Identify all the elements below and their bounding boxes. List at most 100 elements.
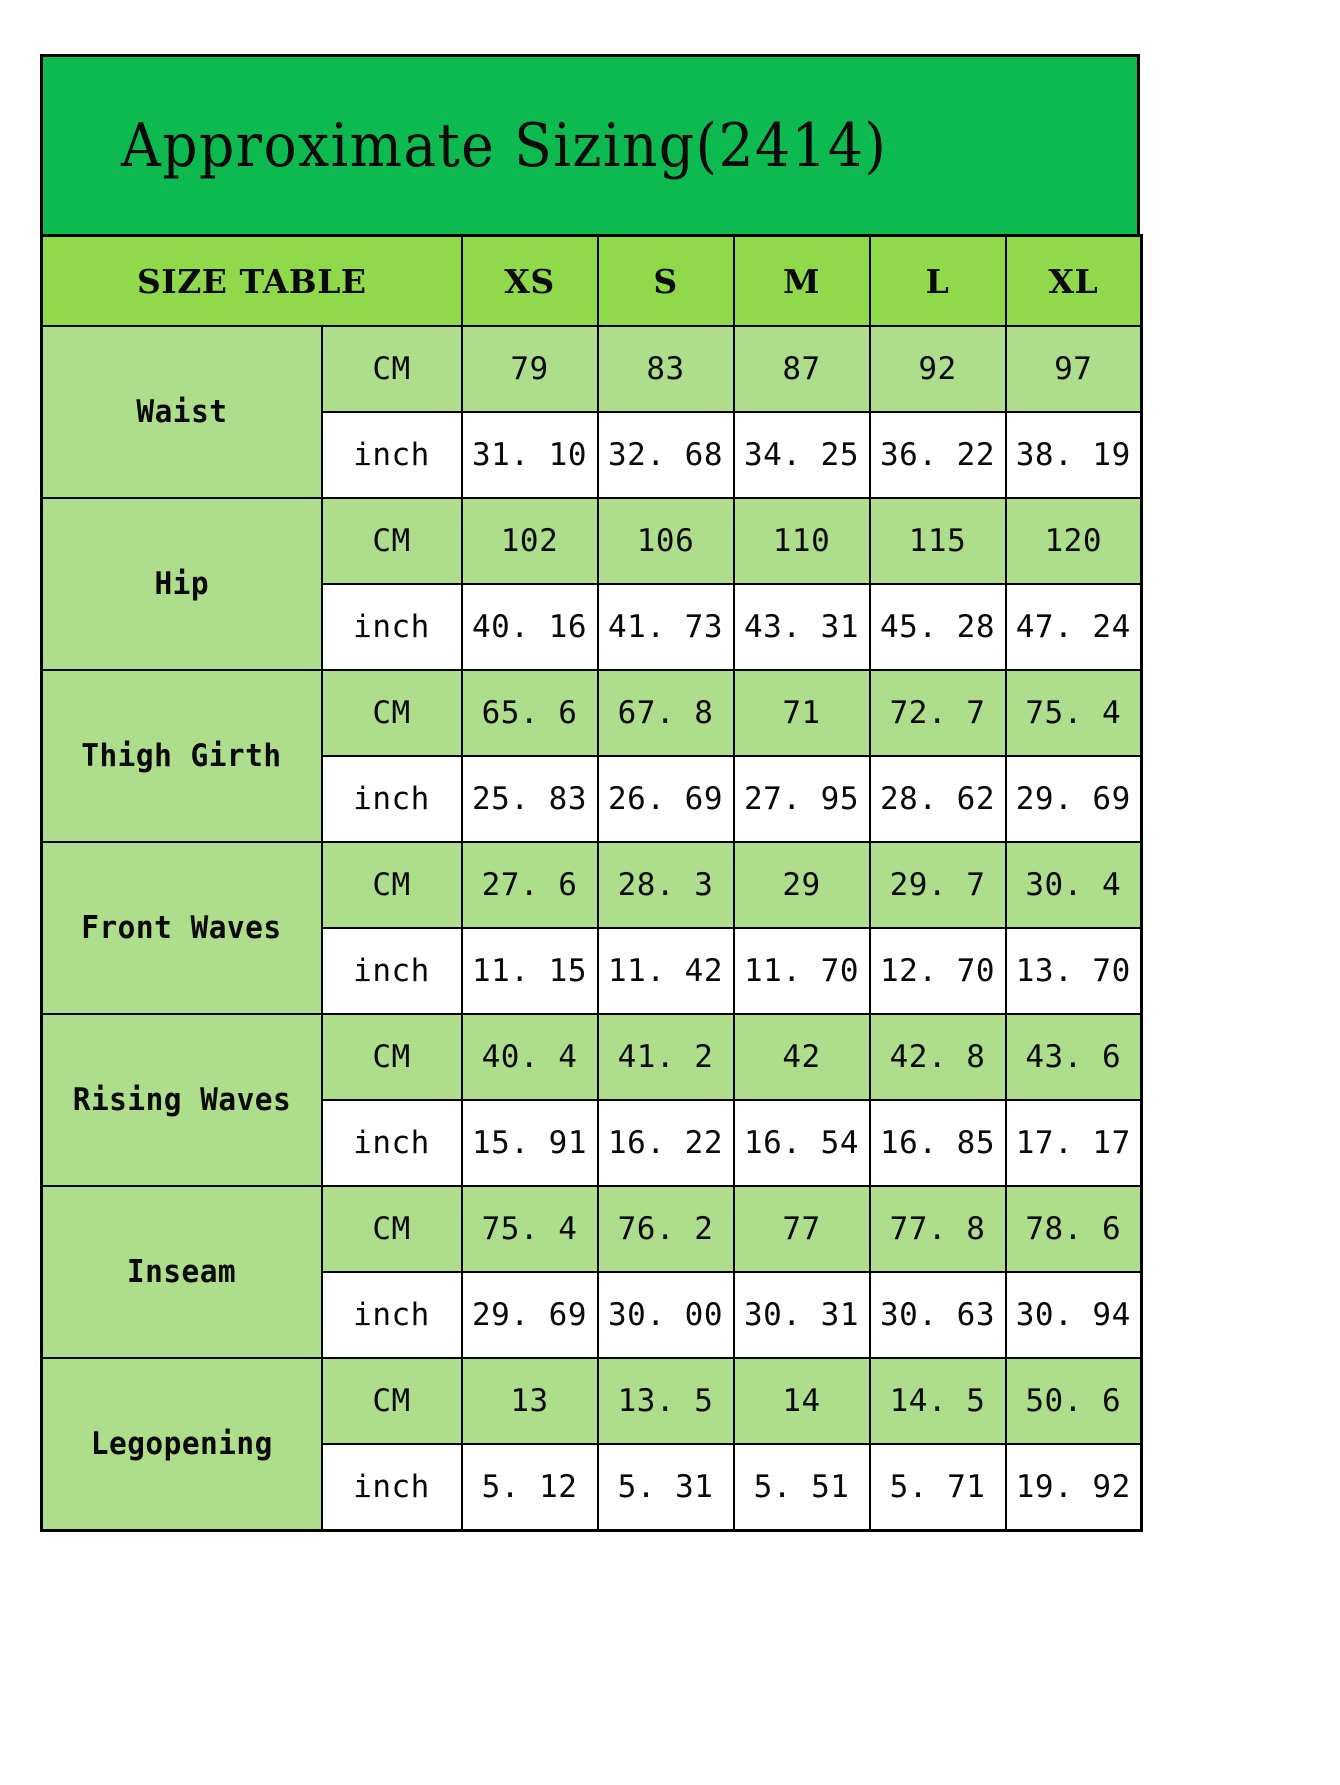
value-thigh-girth-cm-l: 72. 7 (868, 669, 1007, 757)
value-hip-inch-xs: 40. 16 (460, 583, 599, 671)
value-inseam-cm-s: 76. 2 (596, 1185, 735, 1273)
title-banner: Approximate Sizing(2414) (40, 54, 1140, 234)
value-legopening-cm-xl: 50. 6 (1004, 1357, 1143, 1445)
value-thigh-girth-cm-s: 67. 8 (596, 669, 735, 757)
value-legopening-inch-s: 5. 31 (596, 1443, 735, 1532)
header-size-table: SIZE TABLE (40, 234, 463, 327)
unit-cell-inch: inch (320, 1099, 463, 1187)
value-front-waves-cm-xl: 30. 4 (1004, 841, 1143, 929)
unit-cell-cm: CM (320, 1013, 463, 1101)
value-thigh-girth-inch-xs: 25. 83 (460, 755, 599, 843)
value-thigh-girth-inch-l: 28. 62 (868, 755, 1007, 843)
value-legopening-inch-xs: 5. 12 (460, 1443, 599, 1532)
value-rising-waves-cm-xl: 43. 6 (1004, 1013, 1143, 1101)
value-front-waves-cm-l: 29. 7 (868, 841, 1007, 929)
value-hip-cm-s: 106 (596, 497, 735, 585)
value-front-waves-inch-xs: 11. 15 (460, 927, 599, 1015)
value-thigh-girth-cm-xl: 75. 4 (1004, 669, 1143, 757)
value-front-waves-cm-xs: 27. 6 (460, 841, 599, 929)
table-body: Waist CM 79 83 87 92 97 inch 31. 10 32. 68 34. 25 3… (40, 325, 1143, 1532)
value-inseam-inch-s: 30. 00 (596, 1271, 735, 1359)
row-label-hip: Hip (40, 497, 323, 671)
unit-cell-cm: CM (320, 325, 463, 413)
unit-cell-inch: inch (320, 927, 463, 1015)
value-front-waves-inch-xl: 13. 70 (1004, 927, 1143, 1015)
value-legopening-cm-xs: 13 (460, 1357, 599, 1445)
table-row: Inseam CM 75. 4 76. 2 77 77. 8 78. 6 (40, 1185, 1143, 1359)
value-hip-cm-m: 110 (732, 497, 871, 585)
table-row: inch 11. 15 11. 42 11. 70 12. 70 13. 70 (42, 927, 1143, 1015)
unit-cell-inch: inch (320, 1271, 463, 1359)
table-row: inch 40. 16 41. 73 43. 31 45. 28 47. 24 (42, 583, 1143, 671)
table-row: Legopening CM 13 13. 5 14 14. 5 50. 6 (40, 1357, 1143, 1532)
table-row: inch 25. 83 26. 69 27. 95 28. 62 29. 69 (42, 755, 1143, 843)
value-inseam-cm-xl: 78. 6 (1004, 1185, 1143, 1273)
value-thigh-girth-cm-xs: 65. 6 (460, 669, 599, 757)
unit-cell-cm: CM (320, 841, 463, 929)
value-rising-waves-inch-l: 16. 85 (868, 1099, 1007, 1187)
value-front-waves-cm-m: 29 (732, 841, 871, 929)
value-thigh-girth-inch-m: 27. 95 (732, 755, 871, 843)
value-hip-inch-s: 41. 73 (596, 583, 735, 671)
value-waist-inch-xl: 38. 19 (1004, 411, 1143, 499)
row-label-front-waves: Front Waves (40, 841, 323, 1015)
value-inseam-inch-m: 30. 31 (732, 1271, 871, 1359)
value-legopening-cm-m: 14 (732, 1357, 871, 1445)
value-legopening-cm-s: 13. 5 (596, 1357, 735, 1445)
unit-cell-cm: CM (320, 497, 463, 585)
value-hip-cm-l: 115 (868, 497, 1007, 585)
value-waist-cm-xl: 97 (1004, 325, 1143, 413)
value-legopening-cm-l: 14. 5 (868, 1357, 1007, 1445)
unit-cell-cm: CM (320, 1357, 463, 1445)
value-thigh-girth-inch-s: 26. 69 (596, 755, 735, 843)
table-row: inch 5. 12 5. 31 5. 51 5. 71 19. 92 (42, 1443, 1143, 1532)
unit-cell-inch: inch (320, 411, 463, 499)
row-label-inseam: Inseam (40, 1185, 323, 1359)
value-rising-waves-inch-xl: 17. 17 (1004, 1099, 1143, 1187)
value-waist-cm-m: 87 (732, 325, 871, 413)
value-rising-waves-inch-s: 16. 22 (596, 1099, 735, 1187)
value-rising-waves-cm-xs: 40. 4 (460, 1013, 599, 1101)
value-waist-inch-m: 34. 25 (732, 411, 871, 499)
value-inseam-cm-xs: 75. 4 (460, 1185, 599, 1273)
value-front-waves-cm-s: 28. 3 (596, 841, 735, 929)
row-label-legopening: Legopening (40, 1357, 323, 1532)
table-row: Front Waves CM 27. 6 28. 3 29 29. 7 30. 4 (40, 841, 1143, 1015)
value-rising-waves-inch-m: 16. 54 (732, 1099, 871, 1187)
table-row: Waist CM 79 83 87 92 97 (40, 325, 1143, 499)
unit-cell-cm: CM (320, 1185, 463, 1273)
value-inseam-cm-m: 77 (732, 1185, 871, 1273)
value-front-waves-inch-m: 11. 70 (732, 927, 871, 1015)
value-waist-inch-xs: 31. 10 (460, 411, 599, 499)
value-rising-waves-inch-xs: 15. 91 (460, 1099, 599, 1187)
size-table: SIZE TABLE XS S M L XL Waist CM 79 83 87 92 97… (40, 234, 1144, 1532)
value-rising-waves-cm-m: 42 (732, 1013, 871, 1101)
value-waist-inch-l: 36. 22 (868, 411, 1007, 499)
header-row: SIZE TABLE XS S M L XL (40, 234, 1143, 327)
table-header: SIZE TABLE XS S M L XL (40, 234, 1143, 327)
header-size-l: L (868, 234, 1007, 327)
unit-cell-inch: inch (320, 1443, 463, 1532)
value-rising-waves-cm-s: 41. 2 (596, 1013, 735, 1101)
header-size-m: M (732, 234, 871, 327)
row-label-waist: Waist (40, 325, 323, 499)
value-thigh-girth-cm-m: 71 (732, 669, 871, 757)
value-waist-cm-xs: 79 (460, 325, 599, 413)
table-row: inch 15. 91 16. 22 16. 54 16. 85 17. 17 (42, 1099, 1143, 1187)
value-legopening-inch-xl: 19. 92 (1004, 1443, 1143, 1532)
value-hip-inch-m: 43. 31 (732, 583, 871, 671)
value-hip-cm-xl: 120 (1004, 497, 1143, 585)
header-size-s: S (596, 234, 735, 327)
value-waist-cm-s: 83 (596, 325, 735, 413)
table-row: Thigh Girth CM 65. 6 67. 8 71 72. 7 75. 4 (40, 669, 1143, 843)
unit-cell-inch: inch (320, 755, 463, 843)
header-size-xs: XS (460, 234, 599, 327)
value-thigh-girth-inch-xl: 29. 69 (1004, 755, 1143, 843)
table-row: Hip CM 102 106 110 115 120 (40, 497, 1143, 671)
value-inseam-cm-l: 77. 8 (868, 1185, 1007, 1273)
value-rising-waves-cm-l: 42. 8 (868, 1013, 1007, 1101)
table-row: inch 29. 69 30. 00 30. 31 30. 63 30. 94 (42, 1271, 1143, 1359)
page-title: Approximate Sizing(2414) (121, 110, 888, 181)
value-inseam-inch-xl: 30. 94 (1004, 1271, 1143, 1359)
unit-cell-inch: inch (320, 583, 463, 671)
